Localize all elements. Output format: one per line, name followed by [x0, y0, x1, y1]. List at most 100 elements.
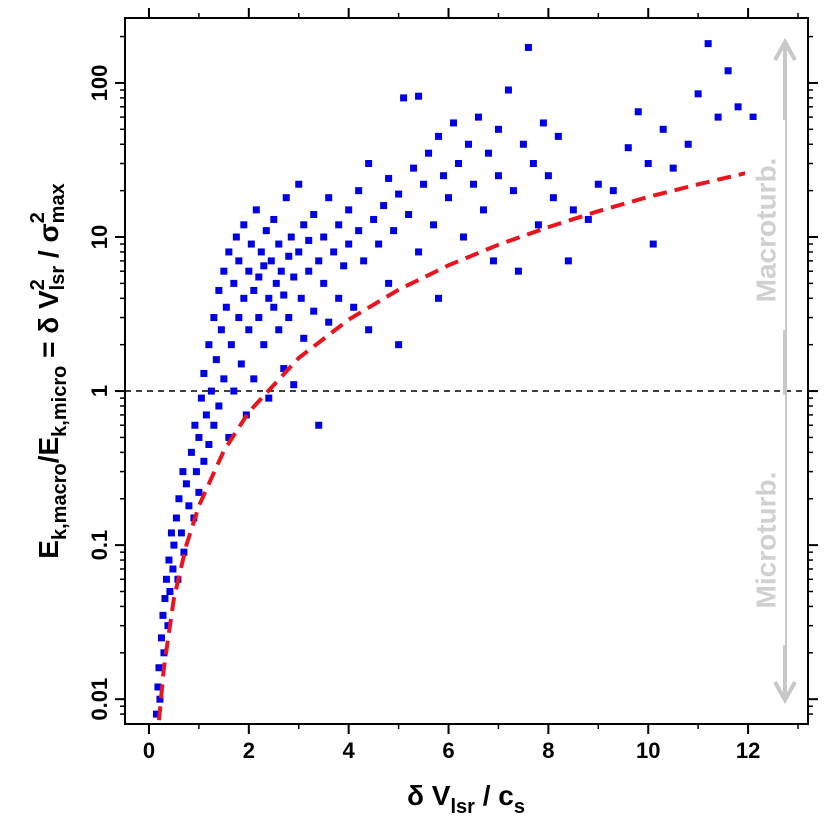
point [634, 108, 642, 116]
point [460, 233, 468, 241]
y-tick-label: 0.1 [87, 530, 112, 561]
point [282, 194, 290, 202]
point [187, 448, 195, 456]
point [290, 381, 298, 389]
label-part: /E [33, 437, 64, 463]
point [594, 180, 602, 188]
point [694, 90, 702, 98]
point [195, 433, 203, 441]
point [265, 394, 273, 402]
point [235, 257, 243, 265]
point [240, 294, 248, 302]
point [237, 360, 245, 368]
point [215, 402, 223, 410]
point [222, 303, 230, 311]
point [395, 190, 403, 198]
point [410, 164, 418, 172]
point [310, 210, 318, 218]
annotation: Microturb. [750, 472, 781, 609]
point [227, 341, 235, 349]
point [280, 291, 288, 299]
point [232, 233, 240, 241]
point [355, 187, 363, 195]
point [154, 683, 162, 691]
point [534, 221, 542, 229]
point [192, 468, 200, 476]
label-part: max [47, 183, 69, 223]
point [255, 314, 263, 322]
point [175, 495, 183, 503]
point [230, 279, 238, 287]
point [240, 221, 248, 229]
point [415, 92, 423, 100]
point [265, 294, 273, 302]
point [185, 502, 193, 510]
y-tick-label: 10 [87, 225, 112, 249]
point [385, 174, 393, 182]
point [255, 273, 263, 281]
point [260, 341, 268, 349]
point [320, 233, 328, 241]
point [684, 140, 692, 148]
point [380, 202, 388, 210]
point [524, 43, 532, 51]
fit-line [157, 164, 779, 721]
point [207, 387, 215, 395]
point [450, 119, 458, 127]
point [169, 565, 177, 573]
point [335, 294, 343, 302]
point [445, 194, 453, 202]
point [749, 113, 757, 121]
point [350, 303, 358, 311]
point [195, 488, 203, 496]
point [155, 664, 163, 672]
point [340, 262, 348, 270]
point [167, 529, 175, 537]
point [474, 113, 482, 121]
point [335, 221, 343, 229]
point [297, 294, 305, 302]
point [250, 375, 258, 383]
point [262, 227, 270, 235]
point [295, 248, 303, 256]
point [212, 356, 220, 364]
point [230, 387, 238, 395]
point [157, 634, 165, 642]
point [464, 140, 472, 148]
point [164, 622, 172, 630]
point [225, 433, 233, 441]
x-tick-label: 2 [243, 738, 255, 763]
point [544, 172, 552, 180]
point [564, 257, 572, 265]
point [365, 160, 373, 168]
point [159, 611, 167, 619]
point [624, 144, 632, 152]
point [514, 267, 522, 275]
point [455, 160, 463, 168]
point [360, 257, 368, 265]
label-part: = δ V [33, 290, 64, 366]
point [305, 236, 313, 244]
point [205, 341, 213, 349]
point [280, 365, 288, 373]
point [250, 286, 258, 294]
label-part: 2 [27, 279, 49, 290]
point [205, 440, 213, 448]
point [161, 595, 169, 603]
point [400, 94, 408, 102]
plot-frame [124, 17, 809, 725]
point [539, 119, 547, 127]
point [375, 240, 383, 248]
point [494, 172, 502, 180]
x-axis-label: δ Vlsr / cs [407, 780, 525, 818]
point [172, 514, 180, 522]
x-tick-label: 0 [143, 738, 155, 763]
point [160, 649, 168, 657]
label-part: k,micro [49, 366, 71, 437]
y-axis-label: Ek,macro/Ek,micro = δ V2lsr / σ2max [27, 183, 71, 558]
y-tick-label: 1 [87, 385, 112, 397]
point [479, 206, 487, 214]
point [325, 194, 333, 202]
point [202, 411, 210, 419]
